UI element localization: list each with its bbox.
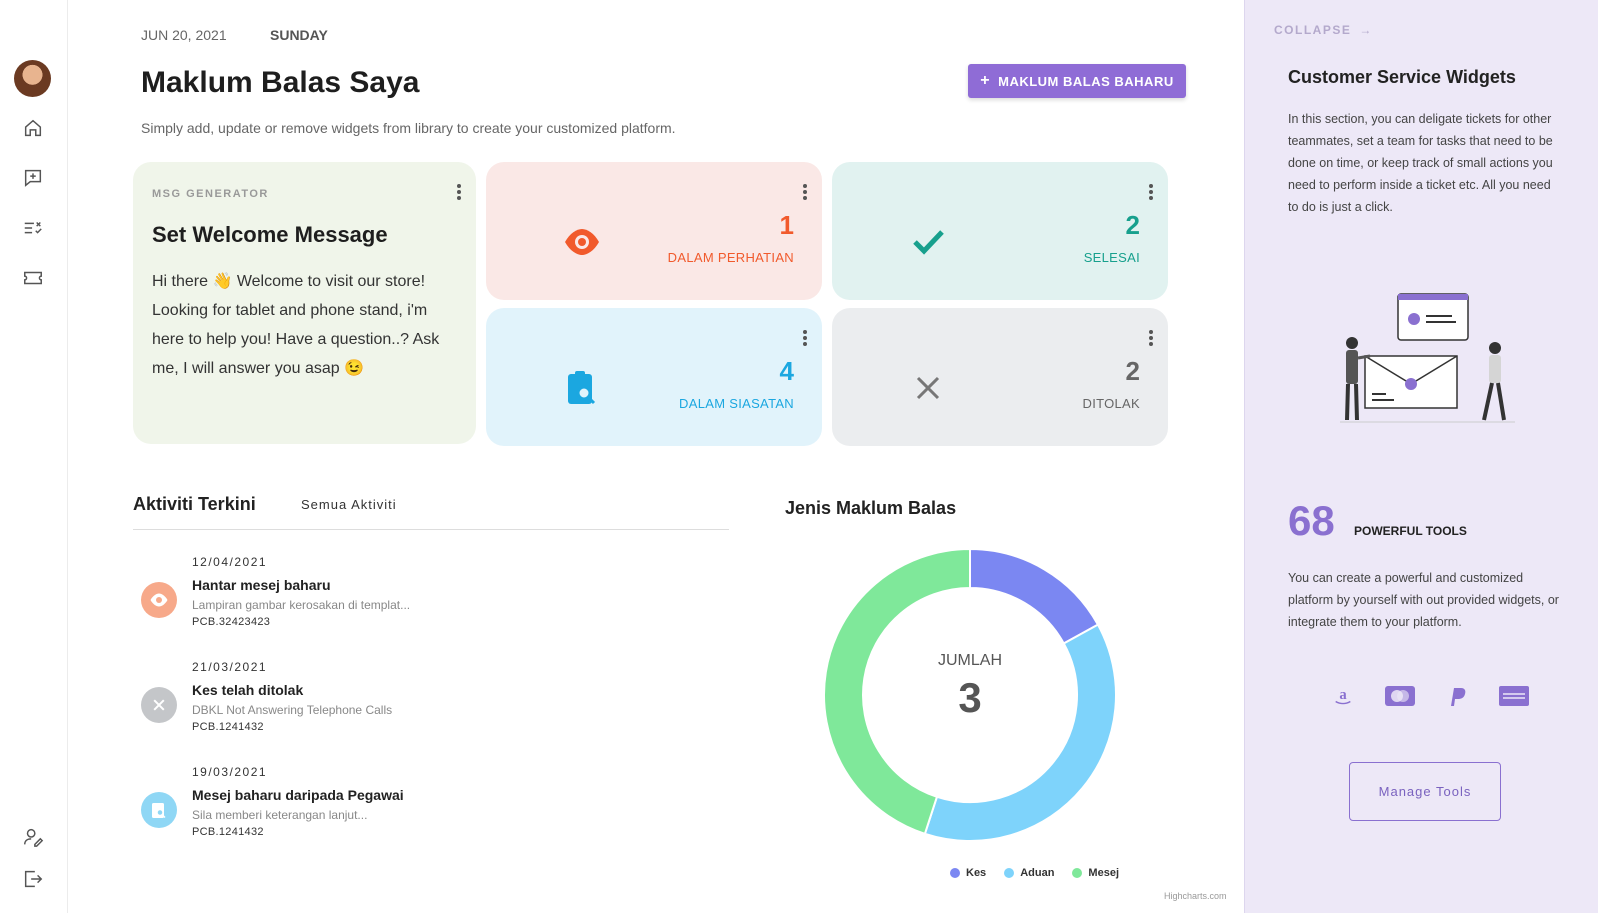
page-title: Maklum Balas Saya bbox=[141, 66, 420, 99]
list-item[interactable]: 12/04/2021 Hantar mesej baharu Lampiran … bbox=[141, 555, 701, 645]
msg-card-label: MSG GENERATOR bbox=[152, 188, 269, 200]
tab-all-activity[interactable]: Semua Aktiviti bbox=[301, 497, 397, 512]
page-subtitle: Simply add, update or remove widgets fro… bbox=[141, 120, 676, 136]
close-icon bbox=[141, 687, 177, 723]
collapse-label: COLLAPSE bbox=[1274, 23, 1352, 37]
stat-card-selesai[interactable]: 2 SELESAI bbox=[832, 162, 1168, 300]
stat-label: SELESAI bbox=[1083, 250, 1140, 265]
activity-title-text: Kes telah ditolak bbox=[192, 682, 304, 698]
donut-slice-aduan[interactable] bbox=[923, 623, 1117, 842]
activity-desc: DBKL Not Answering Telephone Calls bbox=[192, 703, 393, 717]
svg-text:a: a bbox=[1339, 687, 1347, 703]
new-feedback-button[interactable]: + MAKLUM BALAS BAHARU bbox=[968, 64, 1186, 98]
eye-icon bbox=[562, 222, 602, 262]
check-icon bbox=[908, 222, 948, 262]
avatar[interactable] bbox=[14, 60, 51, 97]
clipboard-search-icon bbox=[562, 368, 602, 408]
legend-label: Kes bbox=[966, 867, 987, 879]
chart-center-label: JUMLAH bbox=[938, 652, 1002, 669]
activity-desc: Lampiran gambar kerosakan di templat... bbox=[192, 598, 411, 612]
activity-date: 19/03/2021 bbox=[192, 765, 268, 779]
close-icon bbox=[908, 368, 948, 408]
legend-dot bbox=[1072, 868, 1083, 878]
chart-title: Jenis Maklum Balas bbox=[785, 498, 957, 518]
clipboard-search-icon bbox=[141, 792, 177, 828]
kebab-menu-icon[interactable] bbox=[802, 184, 808, 200]
checklist-icon[interactable] bbox=[22, 217, 44, 239]
donut-slice-mesej[interactable] bbox=[823, 547, 971, 836]
logout-icon[interactable] bbox=[22, 868, 44, 890]
activity-title: Aktiviti Terkini bbox=[133, 494, 256, 514]
msg-card-title: Set Welcome Message bbox=[152, 222, 388, 247]
list-item[interactable]: 21/03/2021 Kes telah ditolak DBKL Not An… bbox=[141, 660, 701, 750]
activity-date: 12/04/2021 bbox=[192, 555, 268, 569]
stat-card-dalam-siasatan[interactable]: 4 DALAM SIASATAN bbox=[486, 308, 822, 446]
divider bbox=[133, 529, 729, 530]
legend-dot bbox=[950, 868, 960, 878]
legend-item-kes[interactable]: Kes bbox=[950, 867, 986, 879]
panel-text-2: You can create a powerful and customized… bbox=[1288, 571, 1559, 629]
eye-icon bbox=[141, 582, 177, 618]
mastercard-icon[interactable] bbox=[1383, 683, 1417, 709]
stat-value: 2 bbox=[1125, 210, 1140, 240]
stat-label: DALAM SIASATAN bbox=[679, 396, 794, 411]
legend-item-mesej[interactable]: Mesej bbox=[1072, 867, 1119, 879]
legend-item-aduan[interactable]: Aduan bbox=[1004, 867, 1054, 879]
panel-text: In this section, you can deligate ticket… bbox=[1288, 112, 1553, 214]
panel-title: Customer Service Widgets bbox=[1288, 67, 1516, 87]
legend-dot bbox=[1004, 868, 1015, 878]
donut-chart: JUMLAH 3 bbox=[823, 547, 1117, 842]
chart-credit: Highcharts.com bbox=[1164, 891, 1227, 901]
kebab-menu-icon[interactable] bbox=[456, 184, 462, 200]
tools-label: POWERFUL TOOLS bbox=[1354, 524, 1467, 538]
user-edit-icon[interactable] bbox=[22, 826, 44, 848]
donut-slice-kes[interactable] bbox=[969, 547, 1100, 645]
manage-tools-button[interactable]: Manage Tools bbox=[1349, 762, 1501, 821]
activity-date: 21/03/2021 bbox=[192, 660, 268, 674]
stat-value: 4 bbox=[779, 356, 794, 386]
stat-value: 2 bbox=[1125, 356, 1140, 386]
collapse-button[interactable]: COLLAPSE → bbox=[1274, 23, 1373, 37]
kebab-menu-icon[interactable] bbox=[1148, 330, 1154, 346]
stat-label: DALAM PERHATIAN bbox=[667, 250, 794, 265]
msg-card-body: Hi there 👋 Welcome to visit our store! L… bbox=[152, 273, 440, 377]
widgets-panel: COLLAPSE → Customer Service Widgets In t… bbox=[1244, 0, 1598, 913]
msg-generator-card: MSG GENERATOR Set Welcome Message Hi the… bbox=[133, 162, 476, 444]
stat-card-dalam-perhatian[interactable]: 1 DALAM PERHATIAN bbox=[486, 162, 822, 300]
legend-label: Aduan bbox=[1020, 867, 1055, 879]
header-day: SUNDAY bbox=[270, 27, 328, 43]
stat-card-ditolak[interactable]: 2 DITOLAK bbox=[832, 308, 1168, 446]
plus-icon: + bbox=[980, 72, 991, 89]
envelope-illustration bbox=[1340, 293, 1515, 423]
ticket-icon[interactable] bbox=[22, 267, 44, 289]
stat-label: DITOLAK bbox=[1082, 396, 1140, 411]
feedback-icon[interactable] bbox=[22, 167, 44, 189]
activity-ref: PCB.32423423 bbox=[192, 616, 271, 628]
amex-icon[interactable] bbox=[1497, 683, 1531, 709]
amazon-icon[interactable]: a bbox=[1326, 683, 1360, 709]
legend-label: Mesej bbox=[1088, 867, 1119, 879]
sidebar bbox=[0, 0, 68, 913]
tools-count: 68 bbox=[1288, 497, 1335, 544]
activity-desc: Sila memberi keterangan lanjut... bbox=[192, 808, 368, 822]
paypal-icon[interactable] bbox=[1440, 683, 1474, 709]
stat-value: 1 bbox=[779, 210, 794, 240]
list-item[interactable]: 19/03/2021 Mesej baharu daripada Pegawai… bbox=[141, 765, 701, 855]
home-icon[interactable] bbox=[22, 117, 44, 139]
kebab-menu-icon[interactable] bbox=[1148, 184, 1154, 200]
kebab-menu-icon[interactable] bbox=[802, 330, 808, 346]
activity-ref: PCB.1241432 bbox=[192, 721, 264, 733]
header-date: JUN 20, 2021 bbox=[141, 27, 227, 43]
activity-ref: PCB.1241432 bbox=[192, 826, 264, 838]
activity-title-text: Mesej baharu daripada Pegawai bbox=[192, 787, 404, 803]
main-content: JUN 20, 2021 SUNDAY Maklum Balas Saya Si… bbox=[68, 0, 1244, 913]
chart-center-value: 3 bbox=[958, 674, 981, 721]
chart-legend: Kes Aduan Mesej bbox=[950, 867, 1119, 879]
activity-title-text: Hantar mesej baharu bbox=[192, 577, 331, 593]
arrow-right-icon: → bbox=[1359, 23, 1373, 37]
new-feedback-label: MAKLUM BALAS BAHARU bbox=[998, 73, 1174, 89]
